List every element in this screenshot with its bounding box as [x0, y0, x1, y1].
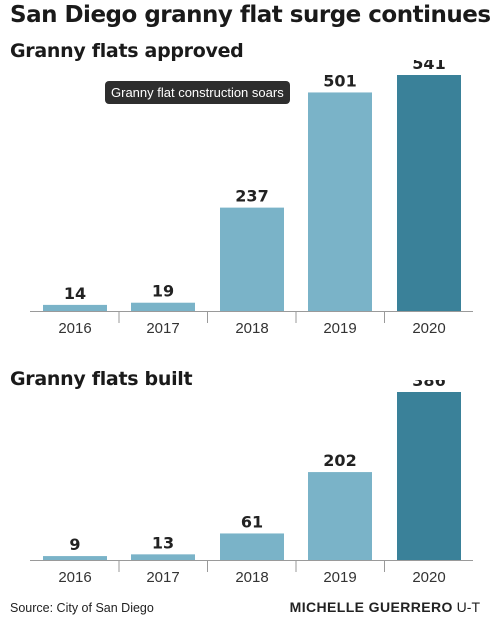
- x-tick-label-2016: 2016: [58, 569, 91, 586]
- chart-title: San Diego granny flat surge continues: [10, 2, 490, 28]
- data-label-2020: 541: [412, 60, 445, 73]
- bar-2018: [220, 207, 284, 311]
- bar-2019: [308, 92, 372, 311]
- data-label-2018: 61: [241, 512, 263, 531]
- x-tick-label-2019: 2019: [323, 320, 356, 337]
- source-note: Source: City of San Diego: [10, 601, 154, 615]
- credit-line: MICHELLE GUERRERO U-T: [290, 599, 480, 615]
- approved-bar-chart: 14 2016 19 2017 237 2018 501 2019 541 2020: [30, 60, 473, 337]
- data-label-2019: 501: [323, 71, 356, 90]
- bar-2020: [397, 75, 461, 311]
- tooltip: Granny flat construction soars: [105, 81, 290, 104]
- x-tick-label-2018: 2018: [235, 320, 268, 337]
- credit-org: U-T: [456, 599, 480, 615]
- x-tick-label-2017: 2017: [146, 569, 179, 586]
- bar-2017: [131, 554, 195, 560]
- x-tick-label-2016: 2016: [58, 320, 91, 337]
- data-label-2016: 9: [69, 535, 80, 554]
- data-label-2016: 14: [64, 284, 86, 303]
- x-tick-label-2017: 2017: [146, 320, 179, 337]
- data-label-2018: 237: [235, 187, 268, 206]
- built-chart-subtitle: Granny flats built: [10, 368, 193, 390]
- bar-2018: [220, 533, 284, 560]
- x-tick-label-2020: 2020: [412, 320, 445, 337]
- data-label-2020: 386: [412, 380, 445, 390]
- data-label-2019: 202: [323, 451, 356, 470]
- data-label-2017: 13: [152, 533, 174, 552]
- bar-2019: [308, 472, 372, 560]
- x-tick-label-2019: 2019: [323, 569, 356, 586]
- data-label-2017: 19: [152, 282, 174, 301]
- bar-2016: [43, 304, 107, 311]
- approved-chart-subtitle: Granny flats approved: [10, 40, 244, 62]
- bar-2020: [397, 392, 461, 560]
- built-bar-chart: 9 2016 13 2017 61 2018 202 2019 386 2020: [30, 380, 473, 586]
- x-tick-label-2018: 2018: [235, 569, 268, 586]
- bar-2017: [131, 302, 195, 311]
- x-tick-label-2020: 2020: [412, 569, 445, 586]
- bar-2016: [43, 556, 107, 560]
- credit-name: MICHELLE GUERRERO: [289, 599, 453, 615]
